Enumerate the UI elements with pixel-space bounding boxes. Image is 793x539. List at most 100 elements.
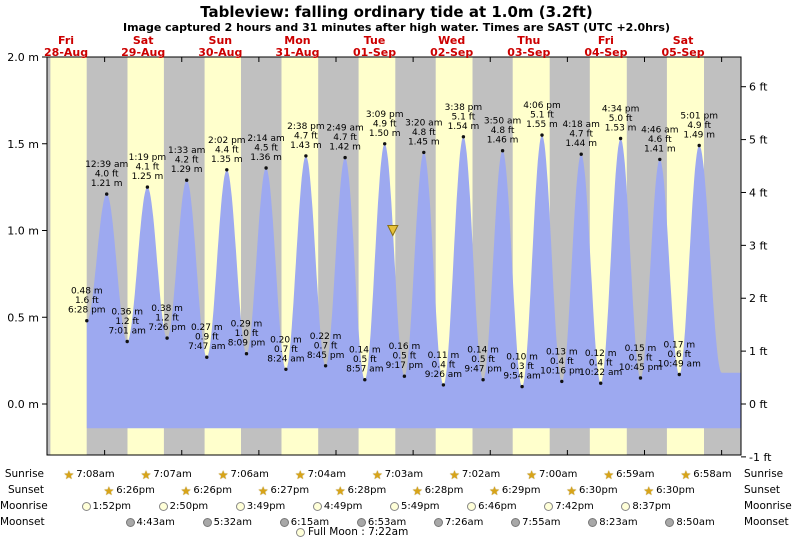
tide-annotation: 1.55 m xyxy=(526,120,558,130)
sunrise-time: 6:59am xyxy=(616,469,655,480)
right-axis-label: 1 ft xyxy=(749,345,768,358)
sunrise-sun-icon: ★ xyxy=(449,467,460,482)
tide-extreme-dot xyxy=(125,339,129,344)
day-label-date: 29-Aug xyxy=(121,46,165,59)
moonrise-entry: 5:49pm xyxy=(390,500,440,513)
sunrise-time: 7:06am xyxy=(230,469,269,480)
moonrise-time: 3:49pm xyxy=(246,501,286,512)
moonrise-time: 6:46pm xyxy=(478,501,517,512)
sunrise-time: 7:04am xyxy=(307,469,346,480)
full-moon-text: Full Moon : 7:22am xyxy=(308,526,409,538)
moonrise-time: 1:52pm xyxy=(92,501,132,512)
tide-annotation: 8:24 am xyxy=(267,354,304,364)
moonset-moon-icon xyxy=(511,518,521,527)
moonrise-moon-icon xyxy=(312,502,322,511)
sunrise-entry: ★ 7:04am xyxy=(295,468,346,481)
tide-annotation: 12:39 am xyxy=(85,160,128,170)
sunset-label-right: Sunset xyxy=(744,484,781,496)
sunset-entry: ★ 6:26pm xyxy=(181,484,232,497)
sunset-time: 6:26pm xyxy=(116,485,155,496)
moonrise-moon-icon xyxy=(390,502,399,511)
moonrise-entry: 6:46pm xyxy=(467,500,517,513)
sunrise-time: 7:03am xyxy=(384,469,424,480)
moonrise-time: 5:49pm xyxy=(401,501,440,512)
tide-annotation: 5.1 ft xyxy=(530,111,554,121)
tide-annotation: 1.46 m xyxy=(487,136,519,146)
moonrise-label-left: Moonrise xyxy=(0,500,48,512)
tide-annotation: 4.8 ft xyxy=(412,128,436,138)
tide-extreme-dot xyxy=(383,142,387,146)
tide-annotation: 1.54 m xyxy=(448,122,480,132)
tide-extreme-dot xyxy=(599,381,603,385)
tide-annotation: 0.14 m xyxy=(467,346,499,356)
tide-annotation: 4.6 ft xyxy=(648,135,672,145)
full-moon-note: Full Moon : 7:22am xyxy=(296,526,408,538)
sunset-sun-icon: ★ xyxy=(257,483,269,498)
sunrise-sun-icon: ★ xyxy=(680,467,692,482)
moonset-entry: 6:15am xyxy=(279,516,329,529)
sunset-sun-icon: ★ xyxy=(180,483,192,498)
tide-annotation: 2:49 am xyxy=(326,124,363,134)
moonrise-time: 2:50pm xyxy=(169,501,209,512)
tide-annotation: 0.5 ft xyxy=(471,355,495,365)
night-band xyxy=(47,57,51,455)
tide-annotation: 4.5 ft xyxy=(254,144,278,154)
tide-extreme-dot xyxy=(145,185,150,189)
moonrise-moon-icon xyxy=(621,502,631,511)
page-subtitle: Image captured 2 hours and 31 minutes af… xyxy=(122,21,670,34)
tide-annotation: 0.9 ft xyxy=(195,333,219,343)
tide-annotation: 3:38 pm xyxy=(445,103,483,113)
tide-annotation: 0.7 ft xyxy=(274,345,298,355)
sunrise-entry: ★ 7:00am xyxy=(526,468,577,481)
tide-extreme-dot xyxy=(402,374,407,378)
moonset-time: 4:43am xyxy=(136,517,175,528)
tide-annotation: 10:22 am xyxy=(579,368,622,378)
moonset-time: 8:50am xyxy=(676,517,715,528)
tide-annotation: 0.22 m xyxy=(310,332,342,342)
moonset-entry: 8:50am xyxy=(665,516,715,529)
day-label-weekday: Mon xyxy=(284,34,310,47)
sunrise-sun-icon: ★ xyxy=(603,467,615,482)
tide-annotation: 1.25 m xyxy=(132,172,164,182)
tide-annotation: 2:02 pm xyxy=(208,136,246,146)
sunset-time: 6:27pm xyxy=(270,485,310,496)
sunset-time: 6:30pm xyxy=(656,485,695,496)
moonrise-moon-icon xyxy=(158,502,168,511)
sunset-time: 6:30pm xyxy=(579,485,618,496)
tide-annotation: 7:47 am xyxy=(188,342,225,352)
moonset-moon-icon xyxy=(356,518,366,527)
tide-annotation: 8:45 pm xyxy=(307,351,345,361)
sunset-entry: ★ 6:30pm xyxy=(643,484,694,497)
sunset-label-left: Sunset xyxy=(7,484,44,496)
tide-annotation: 1.44 m xyxy=(565,139,597,149)
left-axis-label: 0.0 m xyxy=(7,398,39,411)
day-label-weekday: Fri xyxy=(58,34,74,47)
right-axis-label: 0 ft xyxy=(749,398,768,411)
sunrise-entry: ★ 7:07am xyxy=(141,468,192,481)
tide-annotation: 1.0 ft xyxy=(235,329,259,339)
tide-annotation: 1.49 m xyxy=(683,131,715,141)
tide-annotation: 1.42 m xyxy=(329,143,361,153)
tide-annotation: 4.2 ft xyxy=(175,156,199,166)
tide-annotation: 9:47 pm xyxy=(464,365,502,375)
sunrise-sun-icon: ★ xyxy=(140,467,152,482)
current-tide-marker-icon xyxy=(386,225,399,237)
moonrise-time: 8:37pm xyxy=(632,501,671,512)
tide-annotation: 1.2 ft xyxy=(155,314,179,324)
tide-annotation: 0.5 ft xyxy=(353,355,377,365)
right-axis-label: 2 ft xyxy=(749,292,768,305)
tide-extreme-dot xyxy=(205,355,209,359)
moonset-entry: 6:53am xyxy=(356,516,406,529)
left-axis-label: 0.5 m xyxy=(7,311,39,324)
right-axis-label: 4 ft xyxy=(749,186,768,199)
sunset-sun-icon: ★ xyxy=(643,483,655,498)
tide-annotation: 0.27 m xyxy=(191,323,223,333)
tide-annotation: 4.1 ft xyxy=(136,163,160,173)
sunrise-entry: ★ 7:02am xyxy=(449,468,500,481)
sunset-sun-icon: ★ xyxy=(566,483,578,498)
moonrise-entry: 8:37pm xyxy=(621,500,671,513)
tide-annotation: 2:38 pm xyxy=(287,122,325,132)
moonset-entry: 5:32am xyxy=(202,516,252,529)
tide-annotation: 5.0 ft xyxy=(609,114,633,124)
tide-annotation: 1.21 m xyxy=(91,179,123,189)
